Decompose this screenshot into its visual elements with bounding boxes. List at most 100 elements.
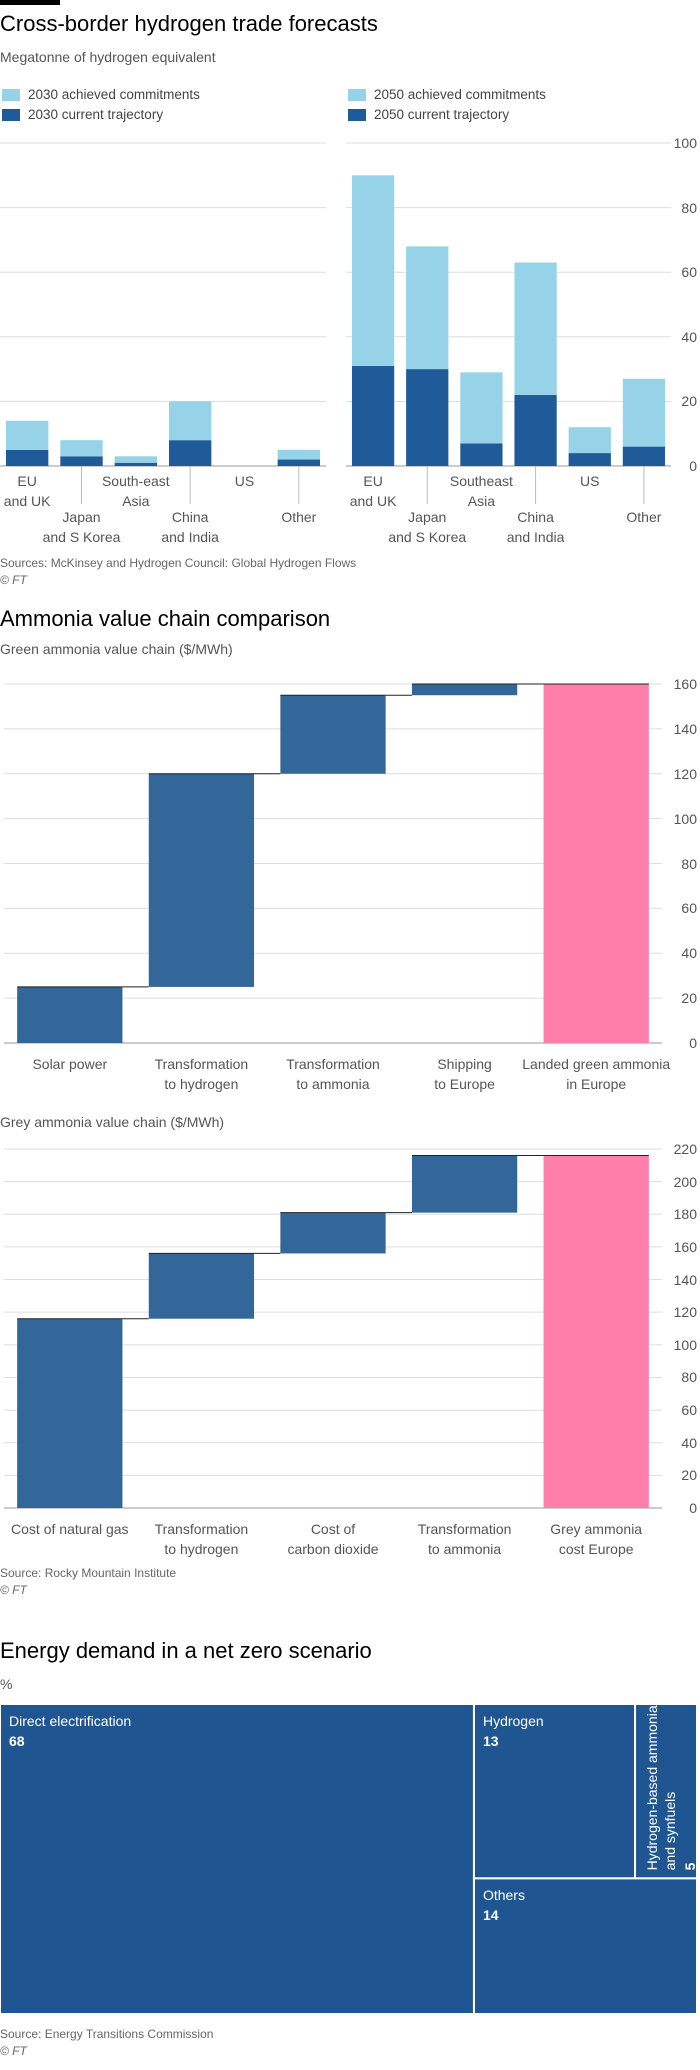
bar-segment (568, 427, 611, 454)
bar-segment (351, 175, 395, 366)
x-tick-label: Transformation to ammonia (417, 1521, 512, 1557)
step-bar (280, 1212, 386, 1254)
step-bar (17, 986, 123, 1043)
step-bar (280, 695, 386, 774)
bar-segment (277, 459, 321, 466)
bar-segment (514, 394, 557, 466)
bar-segment (622, 446, 666, 466)
y-tick-label: 20 (681, 990, 697, 1007)
y-tick-label: 0 (689, 457, 697, 474)
legend-swatch (348, 89, 366, 101)
x-tick-label: Japan and S Korea (388, 509, 467, 545)
bar-segment (5, 449, 49, 466)
x-tick-label: Cost of carbon dioxide (287, 1521, 379, 1557)
y-tick-label: 80 (681, 855, 697, 872)
brand-bar (0, 0, 60, 5)
x-tick-label: US (234, 473, 255, 489)
bar-segment (114, 456, 158, 463)
cell-label: Others (482, 1887, 525, 1904)
y-tick-label: 0 (689, 1034, 697, 1051)
chart-title: Cross-border hydrogen trade forecasts (0, 11, 378, 36)
y-tick-label: 220 (673, 1140, 697, 1157)
total-bar (543, 684, 649, 1043)
chart-subtitle: Megatonne of hydrogen equivalent (0, 49, 216, 65)
x-tick-label: EU and UK (349, 473, 397, 509)
x-tick-label: China and India (161, 509, 219, 545)
y-tick-label: 60 (681, 264, 697, 281)
treemap-cell (0, 1703, 475, 2015)
x-tick-label: Cost of natural gas (11, 1521, 129, 1537)
chart-title: Energy demand in a net zero scenario (0, 1638, 372, 1663)
cell-label: Direct electrification (9, 1713, 132, 1729)
cell-value: 68 (9, 1733, 25, 1749)
legend-label: 2050 current trajectory (374, 107, 510, 122)
bar-segment (168, 401, 212, 441)
y-tick-label: 200 (673, 1173, 697, 1190)
cell-label: Hydrogen (482, 1713, 544, 1729)
x-tick-label: Grey ammonia cost Europe (550, 1521, 643, 1557)
treemap-cell (634, 1703, 698, 1880)
bar-segment (460, 443, 503, 466)
x-tick-label: Transformation to ammonia (286, 1056, 380, 1092)
treemap-cell (472, 1877, 698, 2015)
chart-subtitle: % (0, 1676, 13, 1692)
legend-label: 2030 achieved commitments (28, 87, 200, 102)
y-tick-label: 140 (673, 720, 697, 737)
y-tick-label: 40 (681, 328, 697, 345)
x-tick-label: Japan and S Korea (42, 509, 121, 545)
x-tick-label: EU and UK (3, 473, 51, 509)
y-tick-label: 100 (673, 810, 697, 827)
y-tick-label: 140 (673, 1271, 697, 1288)
legend-swatch (348, 109, 366, 121)
legend-swatch (2, 89, 20, 101)
cell-value: 13 (482, 1733, 499, 1749)
step-bar (411, 684, 518, 696)
y-tick-label: 120 (673, 765, 697, 782)
credit: © FT (0, 1583, 27, 1597)
source: Source: Energy Transitions Commission (0, 2027, 214, 2041)
chart-subtitle: Grey ammonia value chain ($/MWh) (0, 1114, 225, 1130)
total-bar (543, 1155, 649, 1508)
cell-label: Hydrogen-based ammonia and synfuels (644, 1705, 679, 1871)
legend-label: 2050 achieved commitments (374, 87, 546, 102)
treemap-cell (472, 1703, 637, 1880)
bar-segment (351, 365, 395, 466)
credit: © FT (0, 573, 27, 587)
y-tick-label: 180 (673, 1206, 697, 1223)
step-bar (411, 1155, 518, 1213)
step-bar (148, 1253, 255, 1319)
step-bar (17, 1318, 123, 1508)
x-tick-label: Transformation to hydrogen (154, 1056, 249, 1092)
source: Source: Rocky Mountain Institute (0, 1566, 177, 1580)
x-tick-label: Shipping to Europe (434, 1056, 495, 1092)
y-tick-label: 60 (681, 900, 697, 917)
y-tick-label: 80 (681, 199, 697, 216)
x-tick-label: Other (626, 509, 662, 525)
cell-value: 14 (482, 1907, 499, 1924)
cell-value: 5 (682, 1862, 699, 1871)
x-tick-label: Southeast Asia (449, 473, 513, 509)
y-tick-label: 60 (681, 1401, 697, 1418)
bar-segment (5, 420, 49, 450)
y-tick-label: 100 (673, 134, 697, 151)
y-tick-label: 40 (681, 945, 697, 962)
y-tick-label: 0 (689, 1499, 697, 1516)
y-tick-label: 100 (673, 1336, 697, 1353)
bar-segment (60, 440, 103, 457)
x-tick-label: Solar power (32, 1056, 108, 1072)
x-tick-label: Other (281, 509, 317, 525)
y-tick-label: 160 (673, 1238, 697, 1255)
x-tick-label: South-east Asia (101, 473, 170, 509)
bar-segment (277, 449, 321, 460)
bar-segment (406, 246, 449, 370)
step-bar (148, 773, 255, 987)
y-tick-label: 20 (681, 393, 697, 410)
x-tick-label: Transformation to hydrogen (154, 1521, 249, 1557)
source: Sources: McKinsey and Hydrogen Council: … (0, 556, 357, 570)
y-tick-label: 40 (681, 1434, 697, 1451)
y-tick-label: 120 (673, 1304, 697, 1321)
chart-subtitle: Green ammonia value chain ($/MWh) (0, 641, 233, 657)
bar-segment (460, 372, 503, 444)
